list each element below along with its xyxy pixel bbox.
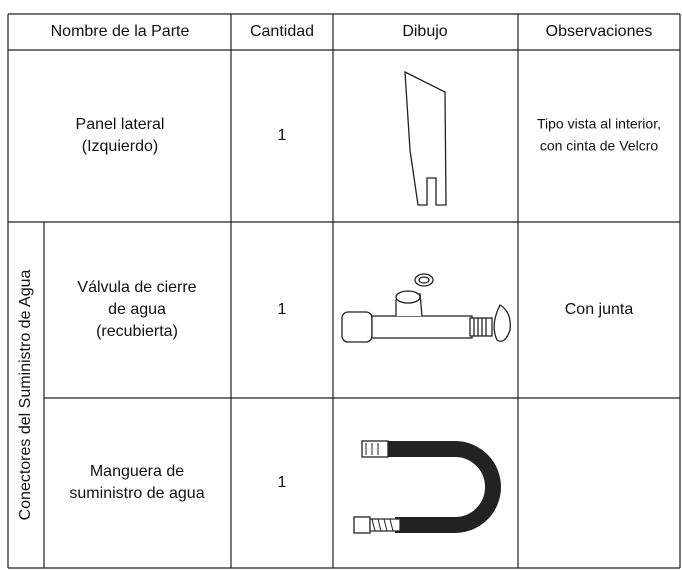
header-cell: Nombre de la Parte	[51, 23, 190, 40]
part-name: Panel lateral	[76, 116, 165, 133]
remarks: Con junta	[565, 301, 634, 318]
header-cell: Observaciones	[546, 23, 653, 40]
quantity: 1	[278, 127, 287, 144]
panel-drawing	[404, 70, 447, 206]
group-label: Conectores del Suministro de Agua	[17, 269, 34, 520]
part-name: (recubierta)	[96, 323, 178, 340]
header-cell: Cantidad	[250, 23, 314, 40]
valve-drawing	[341, 273, 511, 343]
remarks: Tipo vista al interior,	[537, 116, 661, 132]
part-name: de agua	[108, 301, 166, 318]
part-name: Válvula de cierre	[77, 279, 196, 296]
table-grid	[7, 13, 681, 569]
quantity: 1	[278, 301, 287, 318]
hose-drawing	[353, 440, 501, 534]
part-name: suministro de agua	[69, 485, 204, 502]
part-name: (Izquierdo)	[82, 138, 158, 155]
quantity: 1	[278, 474, 287, 491]
remarks: con cinta de Velcro	[540, 138, 659, 154]
part-name: Manguera de	[90, 463, 184, 480]
header-cell: Dibujo	[402, 23, 447, 40]
